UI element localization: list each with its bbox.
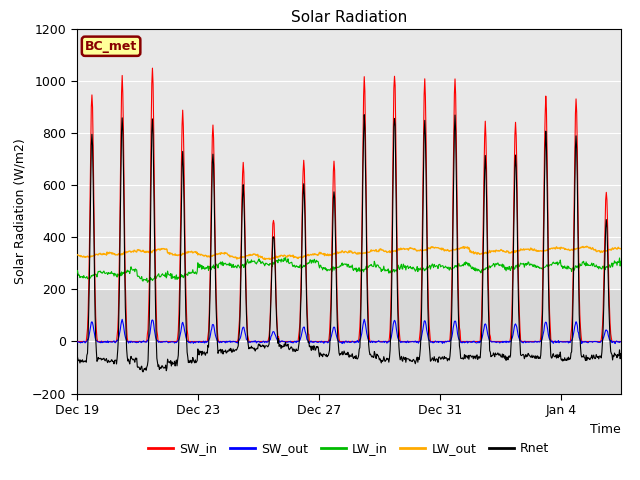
Bar [77, 29, 621, 289]
Legend: SW_in, SW_out, LW_in, LW_out, Rnet: SW_in, SW_out, LW_in, LW_out, Rnet [143, 437, 554, 460]
X-axis label: Time: Time [590, 423, 621, 436]
Title: Solar Radiation: Solar Radiation [291, 10, 407, 25]
Text: BC_met: BC_met [85, 40, 137, 53]
Y-axis label: Solar Radiation (W/m2): Solar Radiation (W/m2) [13, 138, 26, 284]
